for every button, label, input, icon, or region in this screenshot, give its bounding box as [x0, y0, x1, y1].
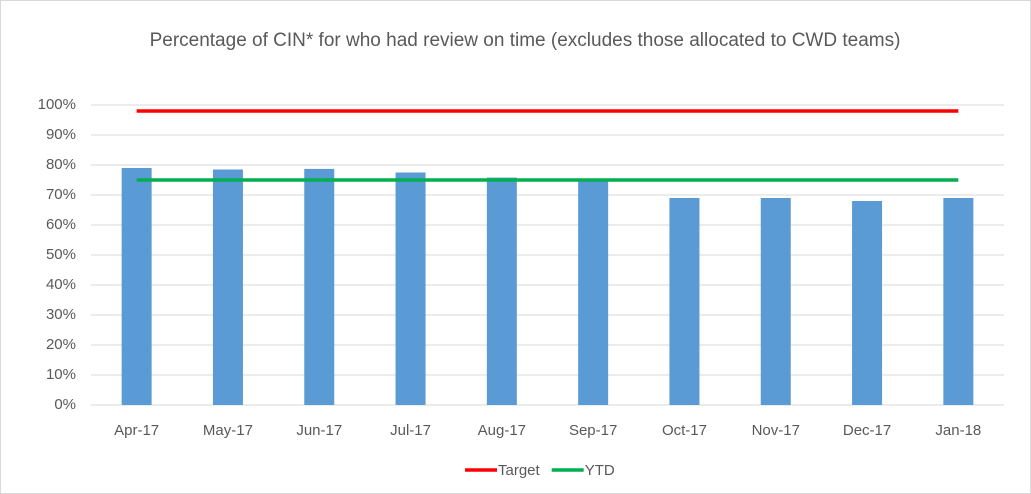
bar — [578, 180, 609, 405]
bar — [486, 177, 517, 405]
bar — [852, 201, 883, 405]
legend-label: YTD — [585, 462, 615, 479]
y-tick-label: 50% — [46, 246, 76, 263]
y-tick-label: 90% — [46, 126, 76, 143]
bar — [669, 198, 700, 405]
x-tick-label: Jul-17 — [390, 422, 431, 439]
y-tick-label: 30% — [46, 306, 76, 323]
bar — [943, 198, 974, 405]
y-tick-label: 80% — [46, 156, 76, 173]
x-tick-label: Aug-17 — [478, 422, 526, 439]
y-tick-label: 70% — [46, 186, 76, 203]
x-tick-label: Oct-17 — [662, 422, 707, 439]
legend-label: Target — [498, 462, 541, 479]
bar — [395, 172, 426, 405]
y-tick-label: 100% — [38, 96, 76, 113]
bar — [212, 169, 243, 405]
chart-title: Percentage of CIN* for who had review on… — [149, 30, 901, 51]
bar — [121, 168, 152, 405]
x-tick-label: May-17 — [203, 422, 253, 439]
x-tick-label: Jun-17 — [296, 422, 342, 439]
y-tick-label: 60% — [46, 216, 76, 233]
x-tick-label: Apr-17 — [114, 422, 159, 439]
bar — [760, 198, 791, 405]
y-tick-label: 20% — [46, 336, 76, 353]
x-tick-label: Dec-17 — [843, 422, 891, 439]
x-tick-label: Sep-17 — [569, 422, 617, 439]
x-tick-label: Nov-17 — [752, 422, 800, 439]
y-tick-label: 10% — [46, 366, 76, 383]
y-tick-label: 40% — [46, 276, 76, 293]
bar — [304, 168, 335, 405]
y-tick-label: 0% — [54, 396, 76, 413]
x-tick-label: Jan-18 — [935, 422, 981, 439]
